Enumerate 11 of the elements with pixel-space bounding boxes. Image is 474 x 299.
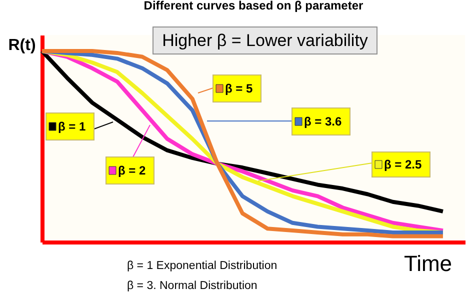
x-axis-title: Time <box>404 251 452 276</box>
text: β = 3. Normal Distribution <box>127 280 258 292</box>
text: Higher β = Lower variability <box>162 31 368 50</box>
legend-label: β = 1 <box>58 120 86 134</box>
text: β = 1 Exponential Distribution <box>127 260 278 272</box>
legend-label: β = 2.5 <box>384 158 422 172</box>
legend-label: β = 3.6 <box>304 114 342 128</box>
y-axis-title: R(t) <box>8 37 36 54</box>
legend-label: β = 5 <box>225 82 253 96</box>
chart-title: Different curves based on β parameter <box>144 0 364 12</box>
legend-label: β = 2 <box>118 164 146 178</box>
